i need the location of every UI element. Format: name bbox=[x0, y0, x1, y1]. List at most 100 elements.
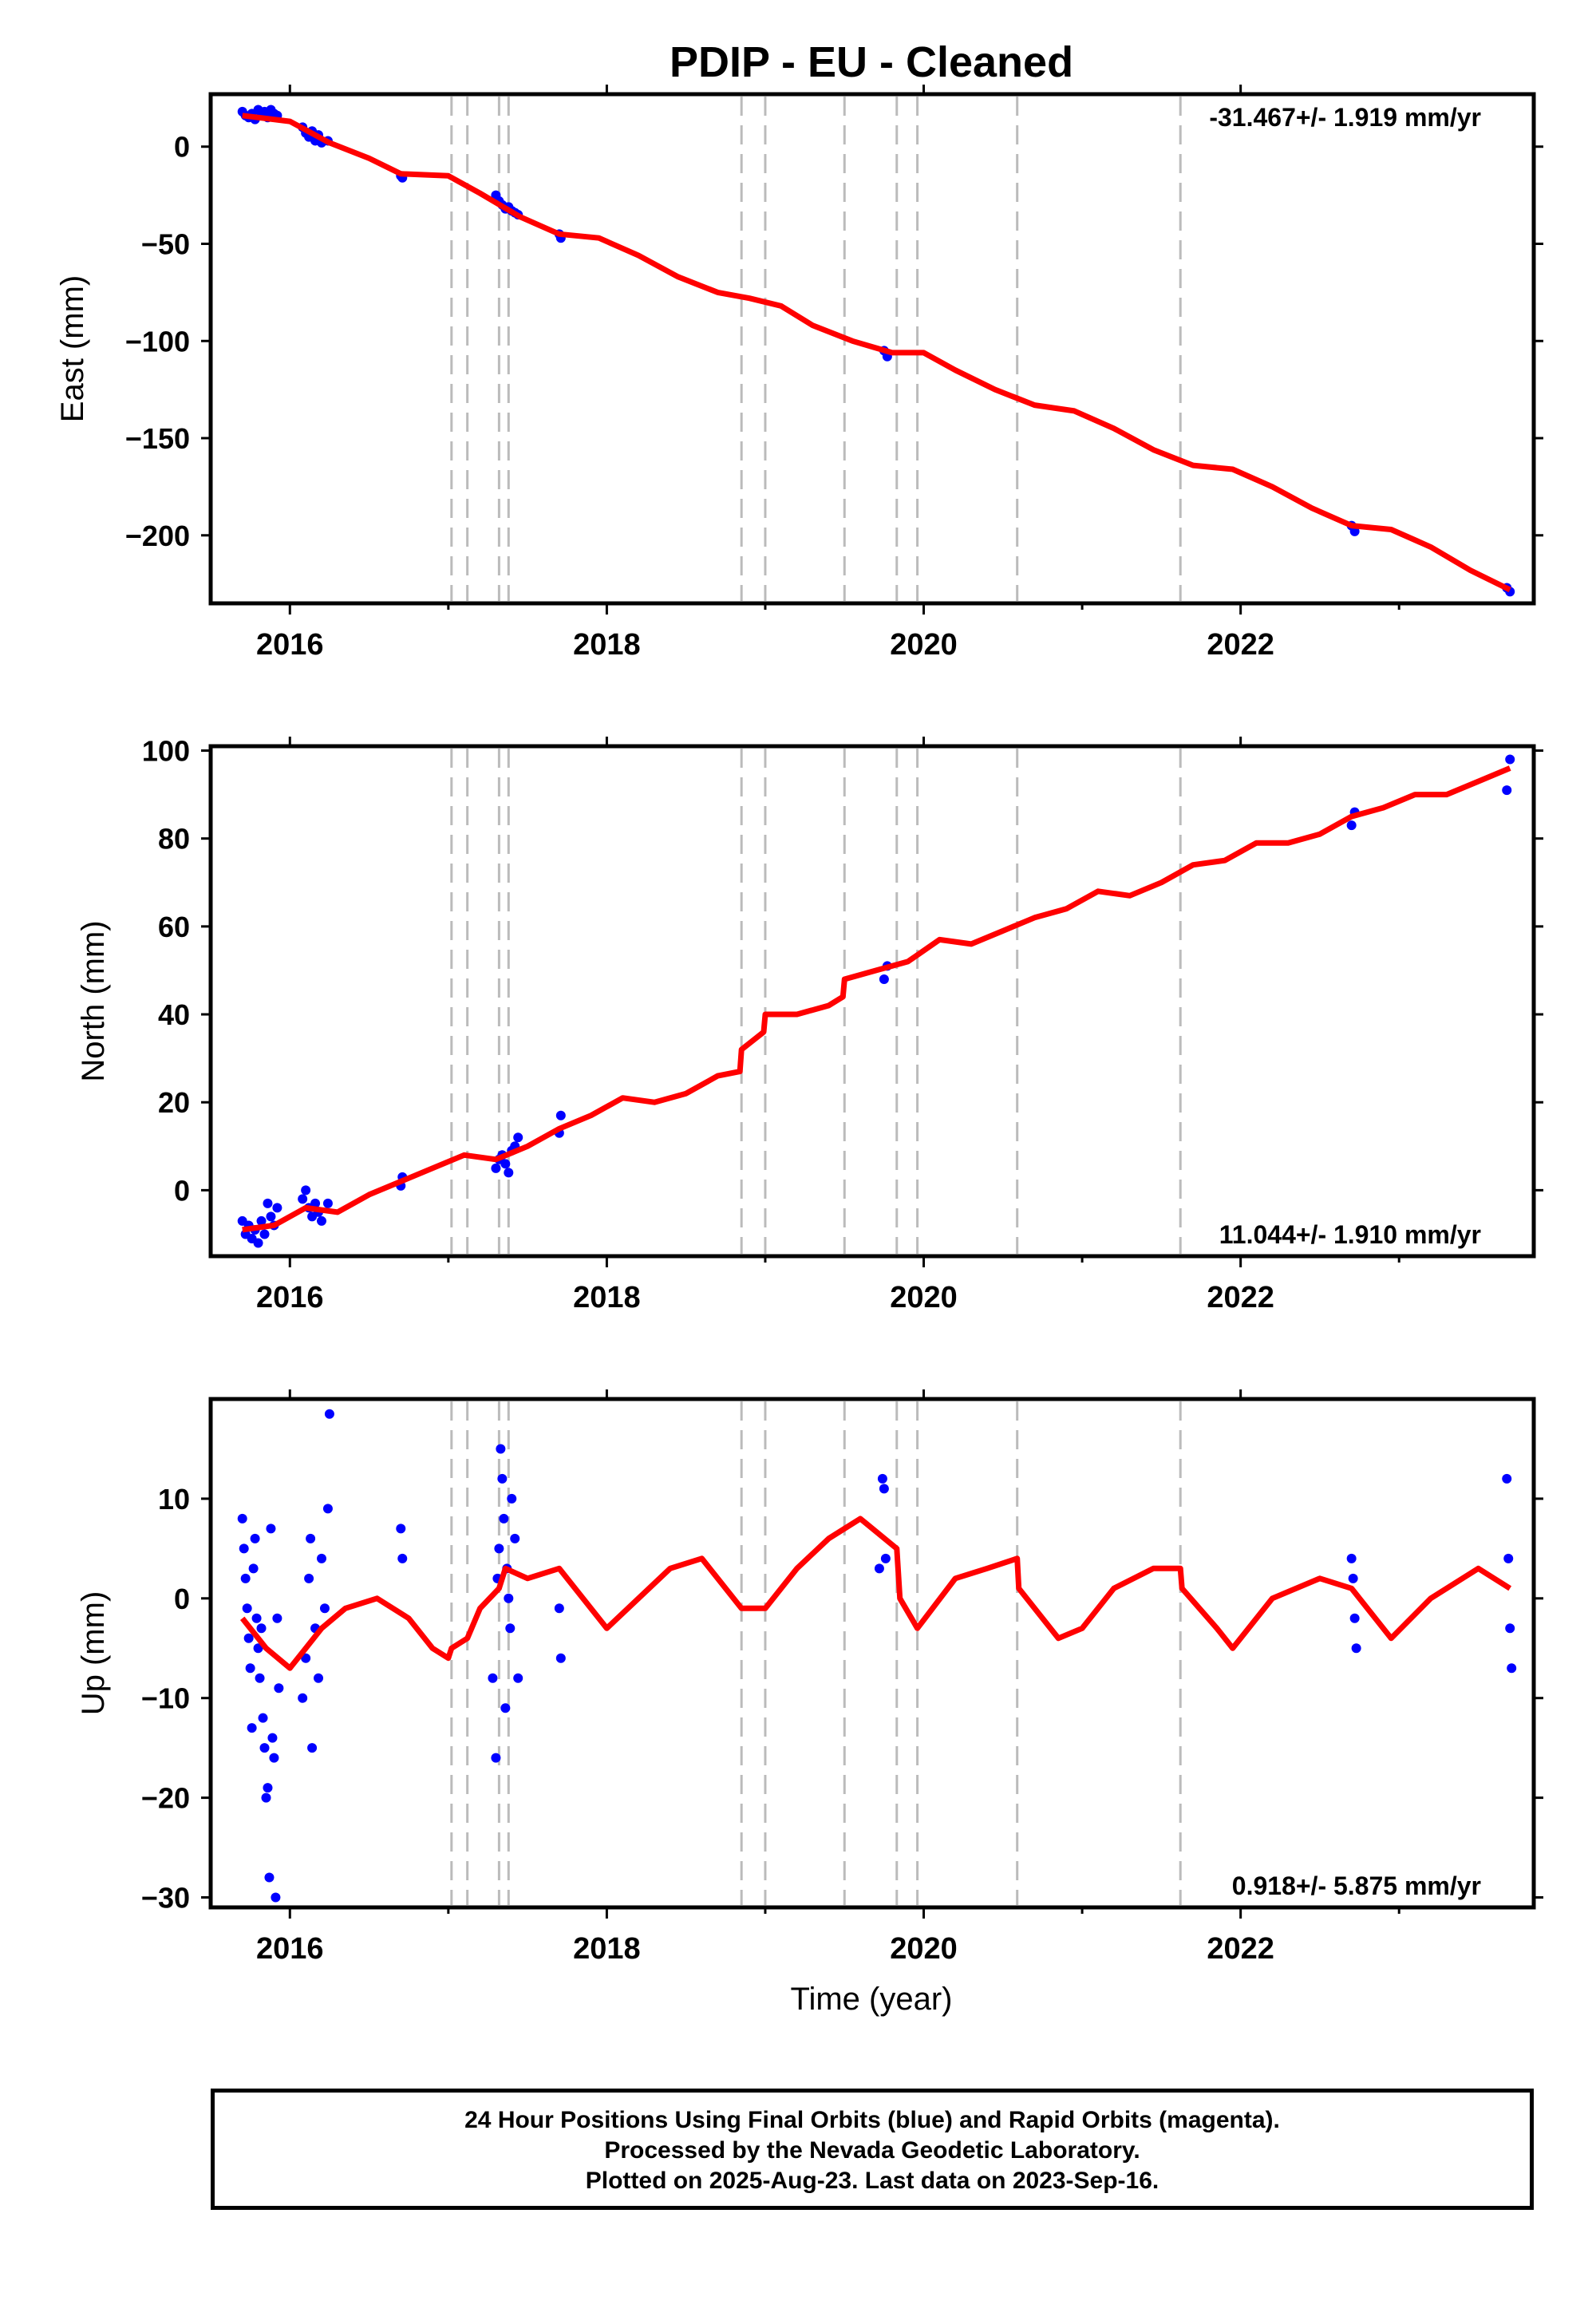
data-point bbox=[237, 1513, 247, 1524]
y-axis-label: East (mm) bbox=[55, 275, 90, 422]
data-point bbox=[248, 1563, 259, 1574]
x-tick-label: 2022 bbox=[1207, 1932, 1274, 1966]
data-point bbox=[253, 1643, 263, 1654]
data-point bbox=[513, 1132, 523, 1143]
caption-line-1: 24 Hour Positions Using Final Orbits (bl… bbox=[464, 2107, 1280, 2133]
x-tick-label: 2020 bbox=[890, 1281, 958, 1314]
data-point bbox=[504, 1593, 514, 1603]
model-curve bbox=[239, 1516, 1512, 1671]
data-point bbox=[319, 1603, 330, 1614]
data-point bbox=[500, 1703, 511, 1713]
data-point bbox=[264, 1872, 275, 1883]
data-point bbox=[396, 1524, 406, 1534]
y-tick-label: 20 bbox=[158, 1086, 190, 1119]
data-point bbox=[266, 1211, 276, 1222]
y-tick-label: −50 bbox=[141, 228, 190, 261]
data-point bbox=[258, 1713, 268, 1723]
data-point bbox=[1507, 1663, 1517, 1674]
data-point bbox=[504, 1168, 514, 1178]
data-point bbox=[263, 1783, 273, 1793]
data-point bbox=[505, 1623, 516, 1634]
data-point bbox=[251, 1613, 262, 1623]
data-point bbox=[1503, 1553, 1514, 1563]
y-tick-label: −200 bbox=[125, 520, 190, 552]
data-point bbox=[497, 1473, 508, 1484]
panel-frame bbox=[208, 92, 1536, 606]
data-point bbox=[1348, 1573, 1358, 1583]
y-tick-label: 10 bbox=[158, 1483, 190, 1516]
panel-north: 0 20 40 60 80 100 2016 2018 2020 2022 North (mm) 11… bbox=[76, 735, 1543, 1314]
data-point bbox=[491, 1753, 501, 1763]
y-tick-label: −20 bbox=[141, 1782, 190, 1815]
data-point bbox=[1502, 785, 1512, 796]
data-point bbox=[499, 1513, 509, 1524]
data-point bbox=[272, 1613, 282, 1623]
data-point bbox=[322, 1504, 333, 1514]
y-tick-label: 80 bbox=[158, 823, 190, 856]
data-point bbox=[496, 1444, 506, 1454]
rate-label: -31.467+/- 1.919 mm/yr bbox=[1209, 103, 1481, 132]
data-point bbox=[301, 1185, 311, 1196]
x-tick-label: 2016 bbox=[256, 628, 324, 662]
rate-label: 11.044+/- 1.910 mm/yr bbox=[1219, 1220, 1481, 1249]
y-tick-label: 0 bbox=[174, 1174, 190, 1207]
data-point bbox=[307, 1743, 318, 1753]
model-curve bbox=[242, 765, 1511, 1233]
data-point bbox=[314, 1673, 324, 1683]
data-point bbox=[298, 1194, 308, 1204]
data-point bbox=[267, 1733, 278, 1743]
data-point bbox=[316, 1553, 326, 1563]
data-point bbox=[259, 1229, 270, 1239]
data-point bbox=[310, 1198, 321, 1208]
data-point bbox=[247, 1723, 257, 1733]
x-tick-label: 2016 bbox=[256, 1281, 324, 1314]
data-point bbox=[1505, 1623, 1515, 1634]
data-point bbox=[256, 1623, 267, 1634]
panel-frame bbox=[208, 744, 1536, 1259]
data-point bbox=[240, 1573, 251, 1583]
y-tick-label: −150 bbox=[125, 422, 190, 455]
data-point bbox=[513, 1673, 523, 1683]
data-point bbox=[306, 1533, 316, 1543]
data-point bbox=[239, 1543, 249, 1554]
data-point bbox=[1346, 820, 1357, 831]
data-point bbox=[263, 1198, 273, 1208]
panel-up: 10 0 −10 −20 −30 2016 2018 2020 2022 Up (mm) 0.918… bbox=[76, 1389, 1543, 1966]
data-point bbox=[500, 1159, 511, 1169]
data-point bbox=[316, 1215, 326, 1226]
data-point bbox=[1351, 1643, 1361, 1654]
data-point bbox=[259, 1743, 270, 1753]
points-up bbox=[237, 1409, 1517, 1903]
data-point bbox=[494, 1543, 504, 1554]
data-point bbox=[1346, 1553, 1357, 1563]
data-point bbox=[491, 1163, 501, 1173]
data-point bbox=[879, 1484, 889, 1494]
points-north bbox=[237, 754, 1515, 1248]
y-axis-label: Up (mm) bbox=[76, 1591, 111, 1716]
data-point bbox=[250, 1533, 260, 1543]
chart-title: PDIP - EU - Cleaned bbox=[670, 38, 1073, 86]
y-tick-label: −10 bbox=[141, 1682, 190, 1715]
data-point bbox=[322, 1198, 333, 1208]
x-tick-label: 2018 bbox=[573, 628, 641, 662]
caption-box: 24 Hour Positions Using Final Orbits (bl… bbox=[211, 2089, 1534, 2210]
x-tick-label: 2020 bbox=[890, 628, 958, 662]
data-point bbox=[1349, 1613, 1360, 1623]
x-tick-label: 2018 bbox=[573, 1281, 641, 1314]
y-tick-label: 60 bbox=[158, 911, 190, 943]
data-point bbox=[266, 1524, 276, 1534]
rate-label: 0.918+/- 5.875 mm/yr bbox=[1232, 1871, 1481, 1900]
data-point bbox=[554, 1603, 564, 1614]
data-point bbox=[555, 1110, 566, 1120]
data-point bbox=[507, 1493, 517, 1504]
data-point bbox=[301, 1653, 311, 1663]
y-axis-label: North (mm) bbox=[76, 920, 111, 1081]
data-point bbox=[255, 1673, 265, 1683]
data-point bbox=[243, 1633, 254, 1643]
caption-line-3: Plotted on 2025-Aug-23. Last data on 202… bbox=[585, 2168, 1159, 2194]
x-tick-label: 2022 bbox=[1207, 1281, 1274, 1314]
caption-line-2: Processed by the Nevada Geodetic Laborat… bbox=[604, 2137, 1140, 2164]
data-point bbox=[245, 1663, 255, 1674]
x-axis-label: Time (year) bbox=[791, 1982, 953, 2017]
data-point bbox=[269, 1753, 279, 1763]
